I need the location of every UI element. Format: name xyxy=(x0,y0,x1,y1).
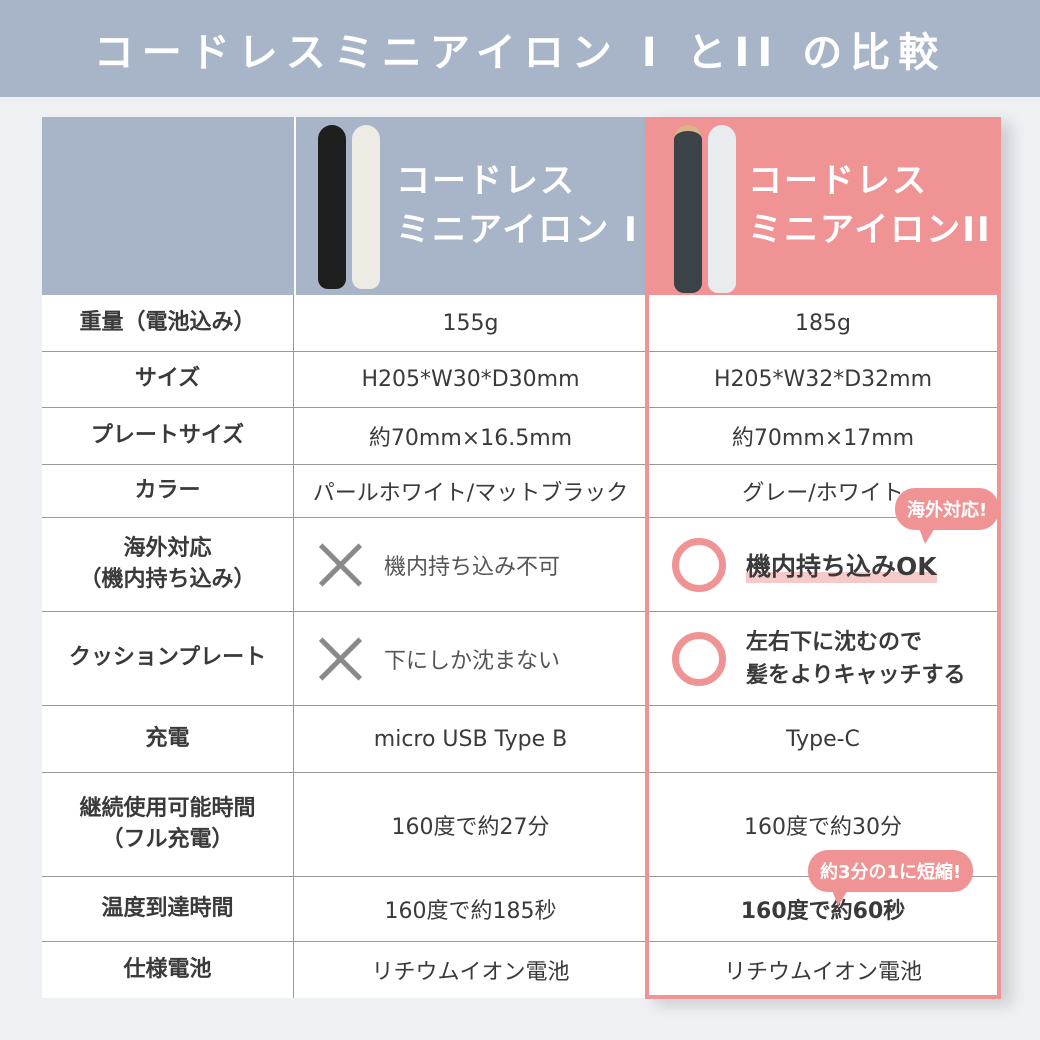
product-2-value: 160度で約60秒 xyxy=(648,877,998,941)
table-row: 仕様電池 リチウムイオン電池 リチウムイオン電池 xyxy=(42,942,998,998)
cell-text: H205*W32*D32mm xyxy=(713,367,933,392)
product-image-black xyxy=(318,125,346,289)
product-image-gray xyxy=(674,125,702,293)
product-1-value: 155g xyxy=(294,295,648,351)
cell-text: 160度で約30分 xyxy=(744,814,902,840)
product-1-name-line1: コードレス xyxy=(396,160,576,201)
cell-text: 仕様電池 xyxy=(123,956,212,982)
row-label: サイズ xyxy=(42,352,294,407)
cell-text: 160度で約27分 xyxy=(391,814,550,840)
product-2-value: 185g xyxy=(648,295,998,351)
product-2-value: リチウムイオン電池 xyxy=(648,942,998,998)
product-1-value: 機内持ち込み不可 xyxy=(294,518,648,611)
cell-text: 160度で約185秒 xyxy=(384,899,557,924)
product-2-name-line1: コードレス xyxy=(748,160,928,201)
cell-text: 160度で約60秒 xyxy=(740,899,906,924)
cell-text: micro USB Type B xyxy=(373,726,568,752)
row-label: 継続使用可能時間 （フル充電） xyxy=(42,773,294,876)
product-2-value: 約70mm×17mm xyxy=(648,408,998,464)
table-row: 温度到達時間 160度で約185秒 160度で約60秒 xyxy=(42,877,998,942)
product-1-value: リチウムイオン電池 xyxy=(294,942,648,998)
row-label: カラー xyxy=(42,465,294,517)
row-label: クッションプレート xyxy=(42,612,294,705)
cell-text: 充電 xyxy=(145,725,190,751)
cell-text: 重量（電池込み） xyxy=(79,309,256,335)
cell-text: Type-C xyxy=(786,726,860,752)
page-title: コードレスミニアイロン I とII の比較 xyxy=(0,0,1040,97)
row-label: 仕様電池 xyxy=(42,942,294,998)
product-2-value: 左右下に沈むので 髪をよりキャッチする xyxy=(648,612,998,705)
header-product-1: コードレス ミニアイロン I xyxy=(294,117,648,295)
cell-text: プレートサイズ xyxy=(90,422,245,448)
cell-text: 海外対応 （機内持ち込み） xyxy=(79,535,256,592)
cell-text: グレー/ホワイト xyxy=(742,481,904,506)
comparison-table: コードレス ミニアイロン I コードレス ミニアイロンII 重量（電池込み） 15… xyxy=(42,117,998,998)
cell-text: H205*W30*D30mm xyxy=(361,367,580,392)
table-row: 継続使用可能時間 （フル充電） 160度で約27分 160度で約30分 xyxy=(42,773,998,877)
circle-icon xyxy=(672,631,726,686)
cell-text: 155g xyxy=(442,310,499,336)
product-2-value: 160度で約30分 xyxy=(648,773,998,876)
row-label: プレートサイズ xyxy=(42,408,294,464)
product-2-value: Type-C xyxy=(648,706,998,772)
cell-text: 機内持ち込みOK xyxy=(746,546,937,583)
cell-text: 機内持ち込み不可 xyxy=(384,554,561,580)
header-product-2: コードレス ミニアイロンII xyxy=(648,117,998,295)
row-label: 温度到達時間 xyxy=(42,877,294,941)
cell-text: リチウムイオン電池 xyxy=(723,960,922,985)
product-1-value: 下にしか沈まない xyxy=(294,612,648,705)
cell-text: クッションプレート xyxy=(68,645,267,671)
table-row: 海外対応 （機内持ち込み） 機内持ち込み不可 機内持ち込みOK xyxy=(42,518,998,612)
product-image-white xyxy=(708,125,736,293)
cell-text: 約70mm×16.5mm xyxy=(368,426,573,451)
cross-icon xyxy=(318,637,362,681)
cell-text: カラー xyxy=(134,477,201,503)
product-1-value: H205*W30*D30mm xyxy=(294,352,648,407)
table-row: クッションプレート 下にしか沈まない 左右下に沈むので 髪をよりキャッチする xyxy=(42,612,998,706)
product-2-name-line2: ミニアイロンII xyxy=(748,210,992,250)
cell-text: 約70mm×17mm xyxy=(731,426,915,451)
product-1-value: micro USB Type B xyxy=(294,706,648,772)
cell-text: 温度到達時間 xyxy=(101,895,234,921)
product-1-value: 160度で約185秒 xyxy=(294,877,648,941)
cell-text: 継続使用可能時間 （フル充電） xyxy=(79,795,256,852)
faster-badge: 約3分の1に短縮! xyxy=(808,850,974,906)
cell-text: リチウムイオン電池 xyxy=(371,960,570,985)
product-1-name-line2: ミニアイロン I xyxy=(396,210,639,250)
product-1-value: 約70mm×16.5mm xyxy=(294,408,648,464)
product-image-white xyxy=(352,125,380,289)
table-row: 充電 micro USB Type B Type-C xyxy=(42,706,998,773)
product-2-value: グレー/ホワイト xyxy=(648,465,998,517)
cell-text: 下にしか沈まない xyxy=(384,648,561,674)
table-row: サイズ H205*W30*D30mm H205*W32*D32mm xyxy=(42,352,998,408)
row-label: 海外対応 （機内持ち込み） xyxy=(42,518,294,611)
cell-text: パールホワイト/マットブラック xyxy=(312,481,629,506)
overseas-badge: 海外対応! xyxy=(895,488,1000,544)
table-row: プレートサイズ 約70mm×16.5mm 約70mm×17mm xyxy=(42,408,998,465)
product-1-value: 160度で約27分 xyxy=(294,773,648,876)
circle-icon xyxy=(672,537,726,592)
product-1-value: パールホワイト/マットブラック xyxy=(294,465,648,517)
cell-text: サイズ xyxy=(134,366,201,392)
cross-icon xyxy=(318,543,362,587)
cell-text: 185g xyxy=(795,310,851,336)
table-row: 重量（電池込み） 155g 185g xyxy=(42,295,998,352)
product-2-value: 機内持ち込みOK xyxy=(648,518,998,611)
product-2-value: H205*W32*D32mm xyxy=(648,352,998,407)
row-label: 重量（電池込み） xyxy=(42,295,294,351)
cell-text: 左右下に沈むので 髪をよりキャッチする xyxy=(746,629,966,688)
table-row: カラー パールホワイト/マットブラック グレー/ホワイト xyxy=(42,465,998,518)
header-blank xyxy=(42,117,294,295)
row-label: 充電 xyxy=(42,706,294,772)
